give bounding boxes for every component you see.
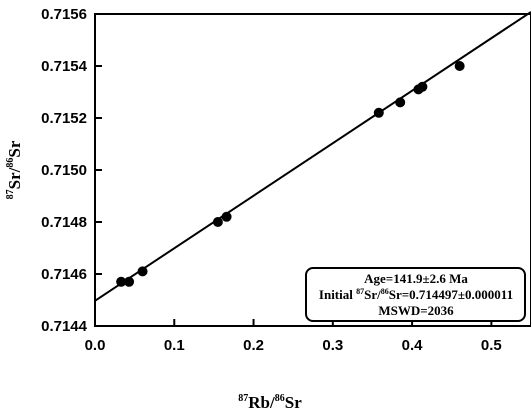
- annotation-initial-ratio: Initial 87Sr/86Sr=0.714497±0.000011: [319, 287, 513, 302]
- data-points: [116, 61, 465, 287]
- annotation-mswd: MSWD=2036: [378, 303, 454, 318]
- data-point-5: [221, 211, 232, 222]
- y-axis-ticks: 0.7144 0.7146 0.7148 0.7150 0.7152 0.7154 0.71…: [41, 6, 102, 335]
- x-tick-label: 0.0: [85, 337, 106, 354]
- fit-line: [94, 11, 531, 302]
- data-point-7: [395, 97, 406, 108]
- data-point-2: [124, 276, 135, 287]
- annotation-age: Age=141.9±2.6 Ma: [364, 271, 468, 286]
- y-tick-label: 0.7154: [41, 58, 88, 75]
- y-axis-title: 87Sr/86Sr: [5, 140, 24, 199]
- data-point-9: [417, 81, 428, 92]
- x-tick-label: 0.4: [402, 337, 424, 354]
- annotation-frame: [305, 267, 526, 322]
- y-tick-label: 0.7156: [41, 6, 87, 23]
- data-point-1: [116, 276, 127, 287]
- annotation-box: Age=141.9±2.6 Ma Initial 87Sr/86Sr=0.714…: [305, 267, 526, 322]
- y-tick-label: 0.7150: [41, 162, 87, 179]
- x-axis-title: 87Rb/86Sr: [238, 393, 302, 412]
- x-tick-label: 0.2: [243, 337, 264, 354]
- x-tick-label: 0.1: [164, 337, 185, 354]
- y-tick-label: 0.7144: [41, 318, 88, 335]
- x-tick-label: 0.3: [322, 337, 343, 354]
- data-point-10: [454, 61, 465, 71]
- x-axis-ticks: 0.0 0.1 0.2 0.3 0.4 0.5: [85, 319, 502, 354]
- x-tick-label: 0.5: [481, 337, 502, 354]
- data-point-3: [137, 266, 148, 277]
- data-point-6: [373, 107, 384, 118]
- data-point-4: [212, 217, 223, 227]
- y-tick-label: 0.7146: [41, 266, 87, 283]
- y-tick-label: 0.7148: [41, 214, 87, 231]
- y-tick-label: 0.7152: [41, 110, 87, 127]
